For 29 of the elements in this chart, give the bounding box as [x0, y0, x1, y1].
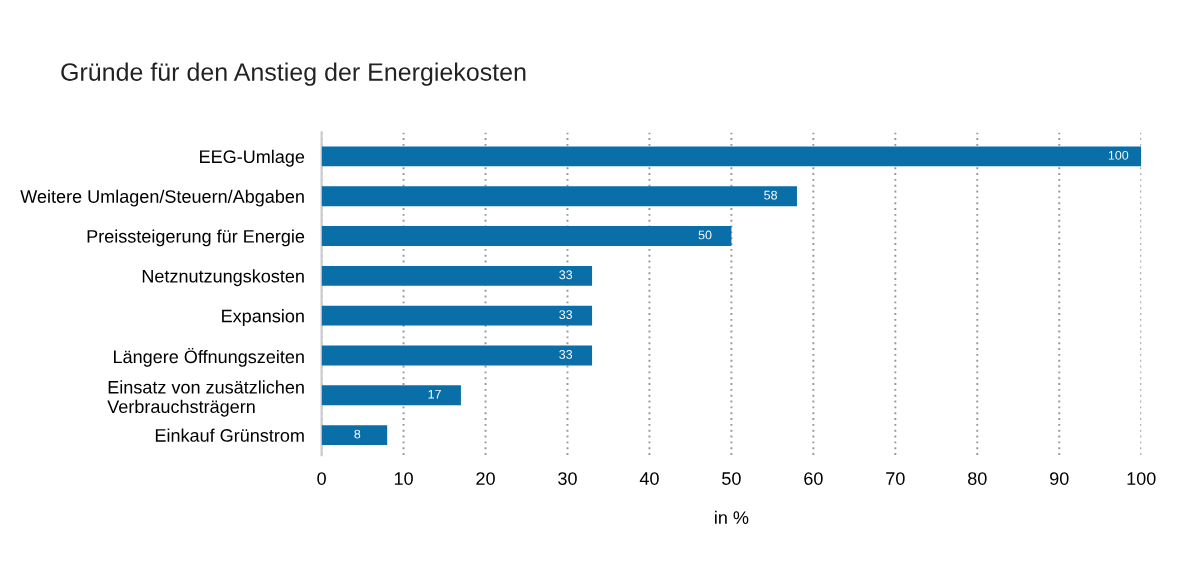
y-tick-label: Längere Öffnungszeiten: [114, 347, 304, 367]
x-tick-label: 60: [804, 472, 823, 485]
bar: [321, 146, 1142, 167]
bar: [321, 385, 461, 406]
bar: [321, 265, 593, 286]
bar: [321, 226, 732, 246]
y-tick-label: Netznutzungskosten: [142, 269, 304, 287]
y-tick-label: Weitere Umlagen/Steuern/Abgaben: [20, 189, 304, 207]
x-tick-label: 30: [558, 472, 577, 485]
bar: [321, 305, 593, 326]
y-tick-label: Einkauf Grünstrom: [155, 428, 304, 442]
x-tick-label: 80: [968, 472, 987, 485]
bar: [321, 186, 797, 207]
y-tick-label: Einsatz von zusätzlichen Verbrauchsträgern: [107, 380, 304, 417]
x-tick-label: 70: [886, 472, 905, 485]
y-tick-label: EEG-Umlage: [200, 149, 305, 167]
x-tick-label: 10: [394, 472, 413, 485]
y-tick-label: Expansion: [222, 309, 304, 326]
x-tick-label: 20: [476, 472, 495, 485]
x-tick-label: 0: [317, 472, 326, 485]
x-tick-label: 100: [1127, 472, 1156, 485]
bar: [321, 425, 388, 446]
x-axis-title: in %: [715, 510, 749, 524]
x-tick-label: 40: [639, 472, 659, 485]
bar: [321, 345, 593, 366]
y-tick-label: Preissteigerung für Energie: [87, 229, 305, 247]
x-tick-label: 50: [722, 472, 741, 485]
x-tick-label: 90: [1050, 472, 1069, 485]
chart-title: Gründe für den Anstieg der Energiekosten: [61, 62, 526, 86]
